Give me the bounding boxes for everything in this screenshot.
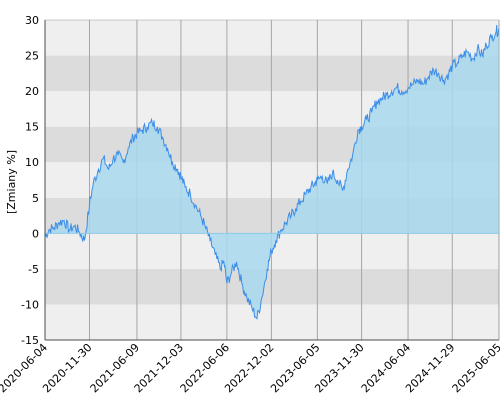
axes [44, 19, 500, 341]
y-tick-labels: -15 -10 -5 0 5 10 15 20 25 30 [21, 14, 39, 347]
y-tick-label: 5 [32, 192, 39, 205]
y-tick-label: -5 [28, 263, 39, 276]
grid-band [45, 304, 499, 340]
y-tick-label: -15 [21, 334, 39, 347]
grid-band [45, 20, 499, 56]
grid-band [45, 268, 499, 305]
y-tick-label: 25 [25, 50, 39, 63]
x-tick-labels: 2020-06-042020-11-302021-06-092021-12-03… [0, 341, 500, 395]
y-tick-label: 20 [25, 85, 39, 98]
y-tick-label: 10 [25, 156, 39, 169]
y-tick-label: -10 [21, 298, 39, 311]
y-tick-label: 15 [25, 121, 39, 134]
y-tick-label: 30 [25, 14, 39, 27]
plot-border [44, 19, 500, 341]
x-tick-label: 2025-06-05 [450, 341, 500, 395]
y-tick-label: 0 [32, 227, 39, 240]
series-line [44, 24, 500, 320]
y-axis-label: [Zmiany %] [5, 150, 18, 214]
